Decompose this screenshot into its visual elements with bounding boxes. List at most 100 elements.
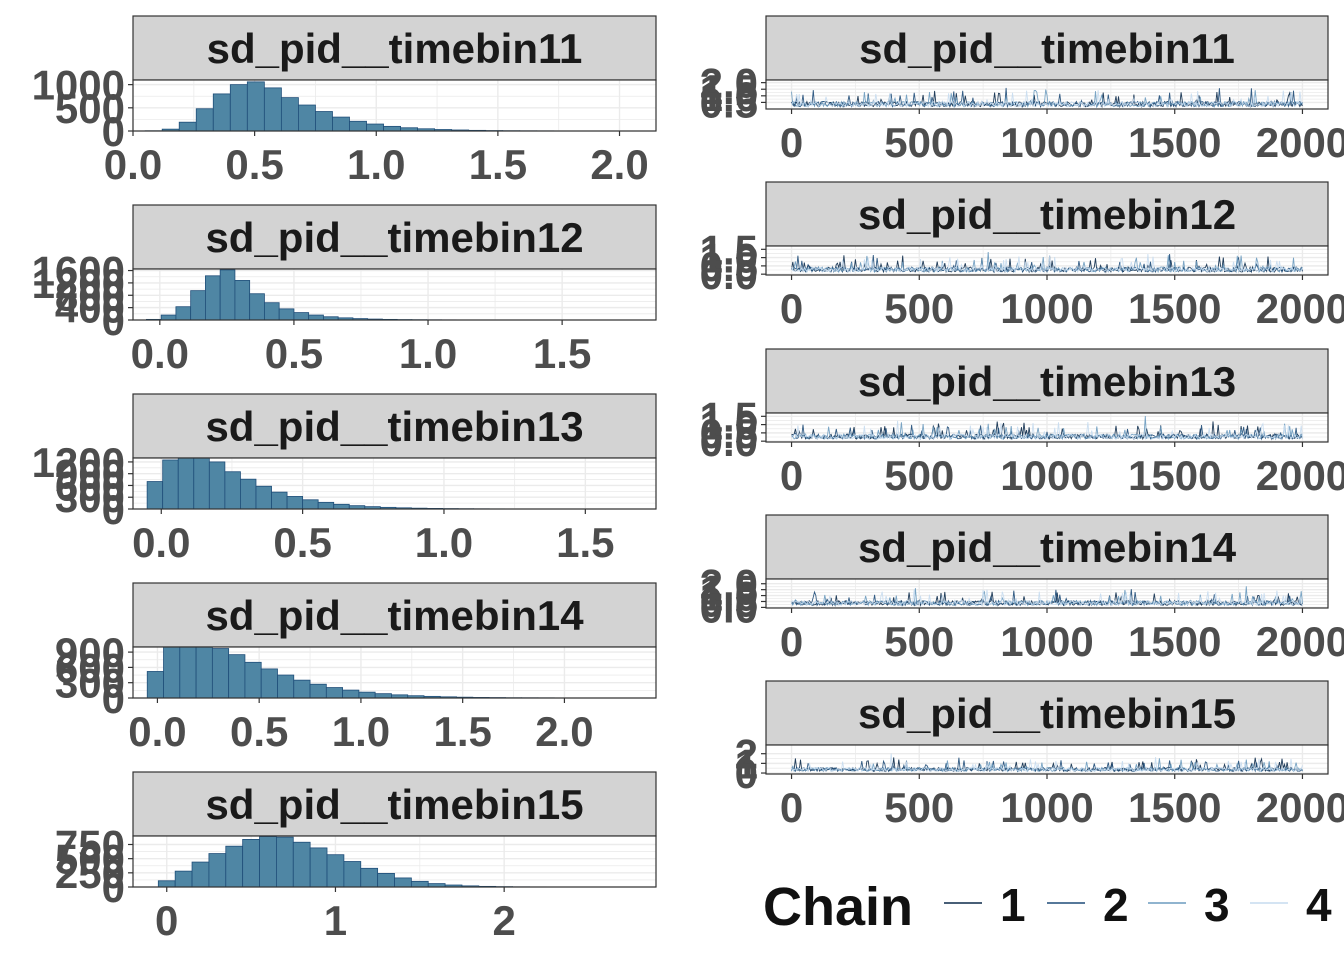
histogram-bar [263, 87, 282, 131]
y-tick-label: 250 [55, 850, 125, 897]
x-axis: 0 1 2 [155, 887, 516, 944]
y-tick-label: 1600 [32, 248, 125, 295]
histogram-bar [298, 104, 316, 131]
histogram-bar [179, 647, 197, 698]
x-tick-label: 0 [780, 452, 803, 499]
x-tick-label: 1000 [1000, 784, 1093, 831]
histogram-bar [286, 496, 304, 509]
histogram-panel-12: sd_pid__timebin12 0.0 0.5 1.0 1.5 04008001200… [32, 204, 657, 377]
histogram-bar [193, 458, 210, 509]
data-layer [146, 647, 637, 698]
facet-strip [132, 204, 657, 270]
histogram-bar [240, 478, 257, 509]
y-tick-label: 900 [55, 629, 125, 676]
x-tick-label: 1500 [1128, 285, 1221, 332]
panel-border [132, 835, 657, 888]
facet-strip [132, 393, 657, 459]
x-tick-label: 500 [884, 452, 954, 499]
histogram-bar [260, 668, 278, 698]
data-layer [791, 753, 1303, 773]
trace-line-chain-4 [791, 420, 1303, 441]
histogram-bar [333, 503, 350, 509]
facet-strip [765, 514, 1329, 580]
y-tick-label: 500 [55, 836, 125, 883]
histogram-bar [163, 647, 181, 698]
histogram-bar [242, 839, 260, 887]
histogram-bar [259, 836, 277, 887]
data-layer [157, 836, 656, 887]
x-tick-label: 1000 [1000, 618, 1093, 665]
histogram-bar [308, 314, 324, 320]
histogram-bar [278, 308, 295, 320]
facet-strip [132, 582, 657, 648]
facet-strip [132, 15, 657, 81]
facet-strip [765, 680, 1329, 746]
x-tick-label: 1.5 [556, 519, 614, 566]
legend-label: 4 [1306, 879, 1332, 931]
legend-title: Chain [763, 877, 913, 937]
x-tick-label: 0 [780, 119, 803, 166]
x-axis: 0 500 1000 1500 2000 [780, 608, 1344, 665]
y-tick-label: 1.5 [700, 393, 758, 440]
y-tick-label: 0.5 [700, 243, 758, 290]
histogram-bar [228, 654, 246, 698]
histogram-bar [195, 647, 213, 698]
y-tick-label: 300 [55, 660, 125, 707]
histogram-bar [343, 861, 362, 887]
panel-border [132, 457, 657, 510]
histogram-bar [211, 648, 230, 698]
histogram-bar [277, 674, 295, 698]
trace-line-chain-4 [791, 589, 1303, 607]
legend-item-chain-3: 3 [1148, 879, 1230, 931]
x-tick-label: 2000 [1256, 784, 1344, 831]
histogram-bar [174, 870, 193, 887]
facet-title: sd_pid__timebin15 [205, 781, 583, 828]
legend-label: 2 [1103, 879, 1129, 931]
panel-border [132, 646, 657, 699]
x-tick-label: 1500 [1128, 452, 1221, 499]
histogram-bar [219, 269, 236, 320]
histogram-bar [177, 458, 195, 509]
x-tick-label: 2000 [1256, 618, 1344, 665]
y-axis: 0.51.01.52.0 [700, 60, 766, 126]
legend-label: 3 [1204, 879, 1230, 931]
y-tick-label: 1.0 [700, 573, 758, 620]
x-tick-label: 500 [884, 119, 954, 166]
y-tick-label: 0 [102, 675, 125, 722]
histogram-bar [292, 841, 311, 887]
histogram-bar [146, 671, 164, 698]
facet-title: sd_pid__timebin13 [205, 403, 583, 450]
x-tick-label: 0.0 [104, 141, 162, 188]
histogram-bar [326, 854, 345, 887]
histogram-bar [178, 121, 197, 131]
histogram-bar [162, 459, 179, 509]
y-tick-label: 500 [55, 85, 125, 132]
x-axis: 0 500 1000 1500 2000 [780, 774, 1344, 831]
histogram-bar [309, 683, 327, 698]
y-tick-label: 0.0 [700, 418, 758, 465]
y-tick-label: 2.0 [700, 60, 758, 107]
x-tick-label: 1500 [1128, 618, 1221, 665]
trace-line-chain-4 [791, 254, 1303, 274]
x-tick-label: 1000 [1000, 119, 1093, 166]
y-axis: 0.00.51.01.52.0 [700, 561, 766, 631]
x-tick-label: 2000 [1256, 119, 1344, 166]
y-axis: 0.00.51.01.5 [700, 226, 766, 298]
histogram-bar [190, 290, 206, 320]
y-tick-label: 0 [102, 108, 125, 155]
x-tick-label: 1.0 [415, 519, 473, 566]
histogram-bar [410, 880, 429, 887]
panel-border [132, 79, 657, 132]
y-tick-label: 0 [102, 297, 125, 344]
x-tick-label: 1.5 [533, 330, 591, 377]
histogram-bar [377, 873, 395, 887]
x-axis: 0.0 0.5 1.0 1.5 2.0 [104, 131, 649, 188]
chain-legend: Chain 1 2 3 4 [763, 877, 1332, 937]
histogram-bar [325, 687, 344, 698]
x-axis: 0 500 1000 1500 2000 [780, 109, 1344, 166]
histogram-bar [315, 111, 333, 131]
trace-line-chain-2 [791, 424, 1303, 441]
x-tick-label: 1 [324, 897, 347, 944]
x-tick-label: 0 [780, 285, 803, 332]
